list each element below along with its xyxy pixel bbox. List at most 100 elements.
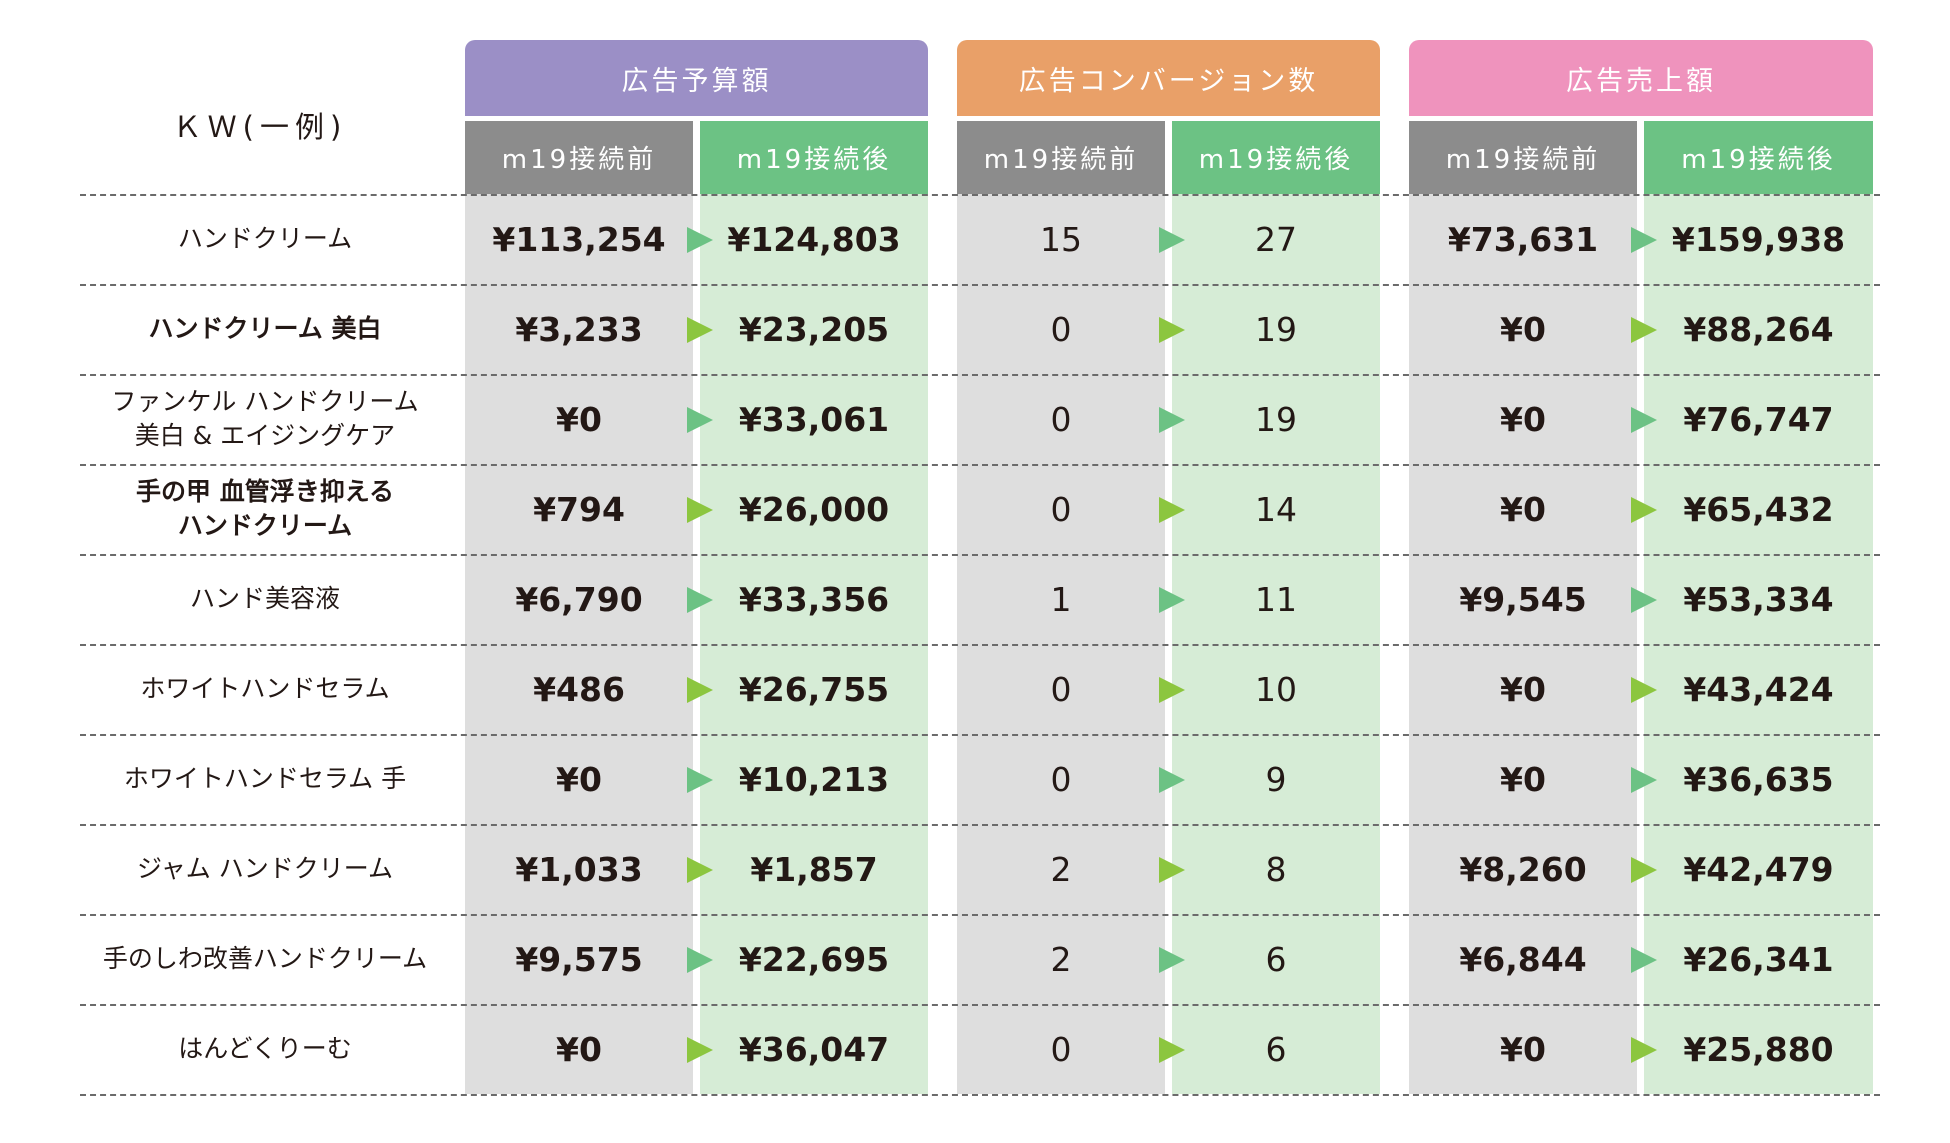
sales-before-cell: ¥0	[1500, 1029, 1546, 1069]
sales-before-cell: ¥9,545	[1459, 579, 1587, 619]
row-separator	[80, 824, 1880, 826]
arrow-icon	[1159, 767, 1185, 793]
sales-before-cell: ¥6,844	[1459, 939, 1587, 979]
arrow-icon	[687, 407, 713, 433]
table-row: はんどくりーむ ¥0 ¥36,047 0 6 ¥0 ¥25,880	[80, 1004, 1880, 1096]
sales-after-cell: ¥76,747	[1683, 399, 1834, 439]
keyword-cell: ハンドクリーム 美白	[148, 314, 382, 343]
arrow-icon	[687, 767, 713, 793]
conversion-before-cell: 1	[1050, 579, 1072, 619]
row-separator	[80, 644, 1880, 646]
budget-before-cell: ¥0	[556, 1029, 602, 1069]
arrow-icon	[687, 317, 713, 343]
arrow-icon	[1631, 1037, 1657, 1063]
budget-before-cell: ¥0	[556, 759, 602, 799]
conversion-before-cell: 0	[1050, 399, 1072, 439]
keyword-cell: はんどくりーむ	[178, 1034, 352, 1063]
budget-after-cell: ¥23,205	[738, 309, 890, 349]
row-separator	[80, 554, 1880, 556]
arrow-icon	[1159, 407, 1185, 433]
budget-after-cell: ¥26,755	[738, 669, 890, 709]
conversion-before-cell: 0	[1050, 309, 1072, 349]
arrow-icon	[1631, 587, 1657, 613]
budget-group-header: 広告予算額	[465, 40, 928, 116]
arrow-icon	[1159, 227, 1185, 253]
budget-before-cell: ¥9,575	[515, 939, 643, 979]
budget-after-cell: ¥36,047	[738, 1029, 890, 1069]
budget-before-cell: ¥6,790	[515, 579, 643, 619]
conversion-after-cell: 6	[1265, 939, 1287, 979]
arrow-icon	[687, 947, 713, 973]
row-separator	[80, 464, 1880, 466]
arrow-icon	[1631, 407, 1657, 433]
conversion-after-cell: 27	[1255, 219, 1297, 259]
sales-after-cell: ¥25,880	[1683, 1029, 1834, 1069]
arrow-icon	[1159, 677, 1185, 703]
conversion-before-cell: 0	[1050, 669, 1072, 709]
arrow-icon	[1159, 317, 1185, 343]
conversion-before-cell: 2	[1050, 849, 1072, 889]
sales-before-cell: ¥0	[1500, 759, 1546, 799]
keyword-cell: 手のしわ改善ハンドクリーム	[102, 944, 428, 973]
keyword-cell: 手の甲 血管浮き抑える ハンドクリーム	[136, 477, 394, 540]
conversion-after-cell: 10	[1255, 669, 1297, 709]
conversion-group-header: 広告コンバージョン数	[957, 40, 1380, 116]
sales-before-cell: ¥8,260	[1459, 849, 1587, 889]
arrow-icon	[1159, 947, 1185, 973]
arrow-icon	[687, 857, 713, 883]
row-separator	[80, 914, 1880, 916]
budget-after-cell: ¥22,695	[738, 939, 890, 979]
sales-before-cell: ¥0	[1500, 489, 1546, 529]
sales-after-cell: ¥36,635	[1683, 759, 1834, 799]
keyword-cell: ハンド美容液	[189, 584, 340, 613]
data-table: ハンドクリーム ¥113,254 ¥124,803 15 27 ¥73,631 …	[80, 194, 1880, 1096]
arrow-icon	[1631, 857, 1657, 883]
conversion-after-cell: 9	[1265, 759, 1287, 799]
arrow-icon	[1631, 317, 1657, 343]
conversion-before-cell: 0	[1050, 489, 1072, 529]
conversion-after-cell: 19	[1255, 309, 1297, 349]
arrow-icon	[687, 227, 713, 253]
arrow-icon	[687, 587, 713, 613]
sales-after-cell: ¥53,334	[1683, 579, 1834, 619]
sales-before-cell: ¥0	[1500, 309, 1546, 349]
arrow-icon	[1631, 497, 1657, 523]
conversion-after-cell: 19	[1255, 399, 1297, 439]
budget-before-header: m19接続前	[465, 121, 693, 194]
table-row: 手の甲 血管浮き抑える ハンドクリーム ¥794 ¥26,000 0 14 ¥0…	[80, 464, 1880, 556]
arrow-icon	[687, 497, 713, 523]
conversion-after-cell: 14	[1255, 489, 1297, 529]
arrow-icon	[1159, 857, 1185, 883]
sales-after-cell: ¥65,432	[1683, 489, 1834, 529]
sales-before-cell: ¥0	[1500, 399, 1546, 439]
row-separator	[80, 284, 1880, 286]
sales-after-cell: ¥43,424	[1683, 669, 1834, 709]
budget-before-cell: ¥3,233	[515, 309, 643, 349]
arrow-icon	[1631, 677, 1657, 703]
table-row: ハンドクリーム 美白 ¥3,233 ¥23,205 0 19 ¥0 ¥88,26…	[80, 284, 1880, 376]
row-separator	[80, 374, 1880, 376]
conversion-before-cell: 2	[1050, 939, 1072, 979]
sales-before-header: m19接続前	[1409, 121, 1637, 194]
conversion-before-cell: 15	[1040, 219, 1082, 259]
keyword-cell: ホワイトハンドセラム 手	[123, 764, 407, 793]
sales-before-cell: ¥73,631	[1447, 219, 1599, 259]
table-row: ハンドクリーム ¥113,254 ¥124,803 15 27 ¥73,631 …	[80, 194, 1880, 286]
arrow-icon	[1159, 1037, 1185, 1063]
keyword-cell: ハンドクリーム	[177, 224, 353, 253]
table-row: 手のしわ改善ハンドクリーム ¥9,575 ¥22,695 2 6 ¥6,844 …	[80, 914, 1880, 1006]
sales-after-cell: ¥159,938	[1671, 219, 1846, 259]
table-row: ジャム ハンドクリーム ¥1,033 ¥1,857 2 8 ¥8,260 ¥42…	[80, 824, 1880, 916]
budget-after-cell: ¥124,803	[727, 219, 901, 259]
conversion-after-cell: 8	[1265, 849, 1287, 889]
budget-before-cell: ¥113,254	[492, 219, 666, 259]
budget-after-cell: ¥1,857	[750, 849, 878, 889]
table-row: ファンケル ハンドクリーム 美白 & エイジングケア ¥0 ¥33,061 0 …	[80, 374, 1880, 466]
budget-before-cell: ¥794	[533, 489, 625, 529]
budget-after-cell: ¥10,213	[738, 759, 890, 799]
sales-group-header: 広告売上額	[1409, 40, 1873, 116]
conversion-before-cell: 0	[1050, 1029, 1072, 1069]
arrow-icon	[1631, 947, 1657, 973]
conversion-before-cell: 0	[1050, 759, 1072, 799]
conversion-after-cell: 11	[1255, 579, 1297, 619]
